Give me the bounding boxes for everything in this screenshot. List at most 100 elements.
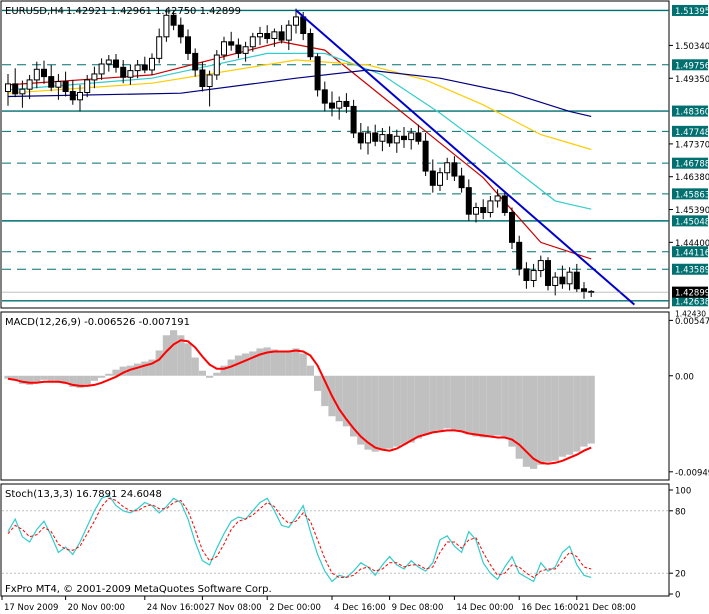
candle-body-56 — [408, 132, 415, 141]
candle-body-34 — [249, 36, 256, 48]
macd-bar-79 — [573, 375, 581, 452]
candle-body-22 — [163, 14, 170, 38]
candle-body-4 — [33, 68, 40, 81]
macd-bar-37 — [270, 349, 278, 376]
candle-body-29 — [213, 54, 220, 76]
level-label-3: 1.47748 — [675, 128, 709, 138]
stoch-tick-label-3: 0 — [675, 591, 680, 601]
stoch-tick-label-2: 20 — [675, 570, 686, 580]
macd-bar-69 — [501, 375, 509, 439]
macd-bar-22 — [162, 335, 170, 376]
macd-bar-71 — [515, 375, 523, 459]
price-tick-label-0: 1.50340 — [675, 42, 709, 52]
candle-body-13 — [98, 63, 105, 75]
candle-body-37 — [271, 31, 278, 39]
macd-bar-44 — [321, 375, 329, 407]
macd-bar-49 — [357, 375, 365, 445]
level-label-bg-5 — [672, 188, 708, 200]
macd-bar-66 — [479, 375, 487, 438]
macd-bar-28 — [206, 375, 214, 378]
candle-body-16 — [120, 66, 127, 78]
candle-body-20 — [149, 57, 155, 71]
macd-bar-8 — [62, 375, 70, 384]
stoch-panel[interactable]: 100 80 20 0 Stoch(13,3,3) 16.7891 24.6048 F… — [0, 483, 691, 601]
time-label-3: 27 Nov 08:00 — [204, 603, 261, 613]
candle-body-49 — [357, 132, 364, 144]
macd-bar-81 — [587, 375, 595, 444]
macd-bar-39 — [285, 350, 293, 376]
macd-panel[interactable]: 0.00547 0.00 -0.00949 MACD(12,26,9) -0.006… — [0, 311, 709, 481]
candle-body-52 — [379, 134, 386, 142]
macd-bar-70 — [508, 375, 516, 447]
moving-average-2 — [7, 59, 592, 151]
moving-average-3 — [7, 69, 592, 117]
candle-body-33 — [242, 46, 249, 54]
candle-body-78 — [566, 271, 573, 285]
candle-body-70 — [509, 212, 515, 243]
candle-body-31 — [228, 41, 235, 46]
macd-bar-42 — [306, 365, 314, 376]
macd-bar-57 — [414, 375, 422, 439]
candle-body-62 — [451, 162, 458, 177]
macd-bar-73 — [530, 375, 538, 469]
macd-bar-35 — [256, 348, 264, 376]
macd-signal-path — [7, 339, 592, 465]
candle-body-67 — [487, 200, 494, 214]
candle-body-26 — [192, 52, 199, 71]
macd-bar-16 — [119, 366, 127, 376]
price-tick-label-2: 1.47370 — [675, 140, 709, 150]
macd-bar-50 — [364, 375, 372, 450]
candle-body-14 — [105, 59, 112, 65]
stoch-panel-frame — [0, 483, 670, 597]
macd-bar-5 — [40, 375, 48, 380]
level-label-9: 1.42638 — [675, 297, 709, 307]
copyright-label: FxPro MT4, © 2001-2009 MetaQuotes Softwa… — [5, 584, 272, 595]
price-panel[interactable]: 1.50340 1.49350 1.47370 1.46380 1.45390 1.444… — [0, 0, 709, 319]
candle-body-23 — [170, 14, 177, 26]
macd-bar-27 — [198, 370, 206, 376]
candle-body-55 — [401, 135, 407, 141]
level-label-6: 1.45048 — [675, 217, 709, 227]
price-levels — [2, 9, 669, 302]
time-label-9: 21 Dec 08:00 — [579, 603, 636, 613]
level-label-bg-2 — [672, 105, 708, 117]
candle-body-66 — [480, 207, 487, 214]
macd-bar-60 — [436, 375, 444, 431]
macd-bar-30 — [220, 365, 228, 376]
candle-body-57 — [415, 132, 422, 142]
candle-body-77 — [559, 276, 566, 285]
time-label-8: 16 Dec 16:00 — [521, 603, 578, 613]
stoch-label: Stoch(13,3,3) 16.7891 24.6048 — [5, 489, 162, 500]
candle-body-30 — [221, 41, 227, 56]
candle-body-6 — [48, 76, 55, 88]
candle-body-65 — [473, 207, 479, 215]
macd-bar-6 — [47, 375, 55, 381]
macd-bar-3 — [26, 375, 34, 385]
candle-body-10 — [77, 92, 83, 101]
candle-body-63 — [458, 175, 465, 189]
level-label-7: 1.44116 — [675, 248, 709, 258]
candle-body-18 — [134, 64, 141, 72]
macd-bar-59 — [429, 375, 437, 433]
macd-bar-13 — [98, 375, 106, 378]
macd-bar-32 — [234, 355, 242, 376]
macd-bar-20 — [148, 359, 156, 376]
macd-bar-64 — [465, 375, 473, 435]
trendline[interactable] — [295, 9, 636, 306]
price-small-label: 1.42430 — [675, 310, 706, 319]
macd-bar-38 — [278, 351, 286, 376]
time-label-7: 14 Dec 00:00 — [456, 603, 513, 613]
candle-body-68 — [494, 195, 501, 202]
candle-body-40 — [293, 16, 299, 26]
macd-bar-15 — [112, 369, 120, 376]
macd-bar-53 — [386, 375, 394, 449]
level-label-bg-0 — [672, 4, 708, 16]
candle-body-75 — [545, 260, 551, 286]
moving-average-1 — [7, 52, 592, 210]
macd-bar-61 — [443, 375, 451, 429]
candle-body-21 — [156, 36, 163, 59]
level-label-4: 1.46788 — [675, 160, 709, 170]
candles — [5, 8, 595, 299]
candle-body-25 — [185, 36, 191, 54]
